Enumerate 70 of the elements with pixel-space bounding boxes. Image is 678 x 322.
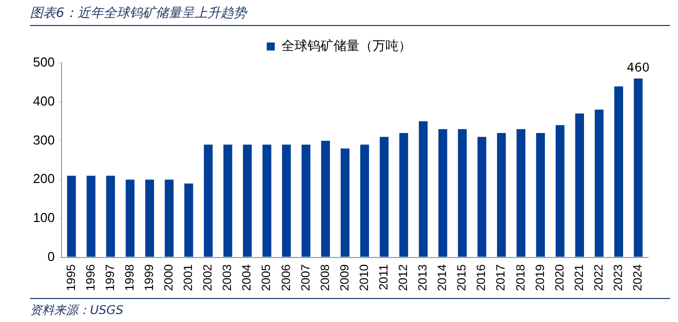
bar: [106, 176, 115, 257]
x-tick-label: 2016: [474, 264, 488, 292]
bar: [145, 180, 154, 257]
bar: [340, 148, 350, 257]
bar: [321, 140, 330, 257]
x-tick-label: 2019: [532, 264, 547, 292]
y-tick-label: 200: [32, 171, 55, 186]
bar: [556, 125, 564, 257]
y-tick-label: 100: [32, 210, 55, 226]
x-tick-label: 2005: [259, 264, 274, 292]
y-tick-label: 500: [32, 54, 55, 70]
x-tick-label: 2015: [454, 264, 469, 292]
x-tick-label: 2013: [416, 264, 430, 292]
x-tick-label: 2021: [572, 264, 586, 292]
bar: [575, 114, 584, 257]
x-tick-label: 2007: [298, 264, 312, 292]
x-tick-label: 2001: [181, 264, 196, 292]
x-tick-label: 1996: [83, 264, 98, 292]
bar: [438, 129, 448, 257]
bar: [497, 132, 506, 257]
bar: [380, 136, 389, 257]
x-tick-label: 2000: [161, 264, 176, 292]
bar: [418, 121, 428, 257]
bar: [242, 144, 252, 257]
x-tick-label: 2014: [435, 264, 450, 292]
x-tick-label: 2003: [220, 264, 234, 292]
bar: [634, 78, 643, 257]
bar: [126, 180, 134, 257]
bar: [594, 110, 604, 257]
bar: [536, 132, 545, 257]
bar: [614, 86, 624, 257]
x-tick-label: 2022: [591, 264, 606, 292]
bar: [360, 144, 370, 257]
x-tick-label: 2004: [240, 264, 254, 292]
text: 资料来源：USGS: [30, 298, 670, 319]
x-tick-label: 2020: [552, 264, 566, 292]
bar: [302, 144, 310, 257]
x-tick-label: 2002: [200, 264, 215, 292]
legend-label: 全球钨矿储量（万吨）: [281, 38, 412, 54]
bar: [67, 176, 76, 257]
y-tick-label: 300: [32, 132, 55, 148]
bar: [516, 129, 526, 257]
x-tick-label: 1998: [122, 264, 136, 292]
bar: [262, 144, 272, 257]
x-tick-label: 1995: [64, 264, 78, 292]
y-tick-label: 0: [47, 248, 55, 264]
x-tick-label: 1997: [102, 264, 117, 292]
bar: [164, 180, 174, 257]
x-tick-label: 2018: [513, 264, 528, 292]
data-label: 460: [626, 60, 650, 75]
x-tick-label: 2017: [494, 264, 508, 292]
y-tick-label: 400: [32, 93, 55, 108]
x-tick-label: 2012: [396, 264, 410, 292]
x-tick-label: 2024: [630, 264, 645, 292]
x-tick-label: 2008: [318, 264, 332, 292]
x-tick-label: 2009: [337, 264, 352, 292]
bar: [223, 144, 232, 257]
bar: [282, 144, 291, 257]
bar: [399, 132, 408, 257]
x-tick-label: 2023: [610, 264, 625, 292]
bar: [204, 144, 213, 257]
x-tick-label: 2006: [278, 264, 293, 292]
x-tick-label: 2010: [356, 264, 371, 292]
chart-title: 图表6：近年全球钨矿储量呈上升趋势: [30, 4, 670, 26]
bar: [477, 136, 486, 257]
bar: [86, 176, 96, 257]
bar: [184, 183, 194, 257]
bar: [458, 129, 467, 257]
x-tick-label: 2011: [376, 264, 390, 290]
x-tick-label: 1999: [142, 264, 156, 292]
